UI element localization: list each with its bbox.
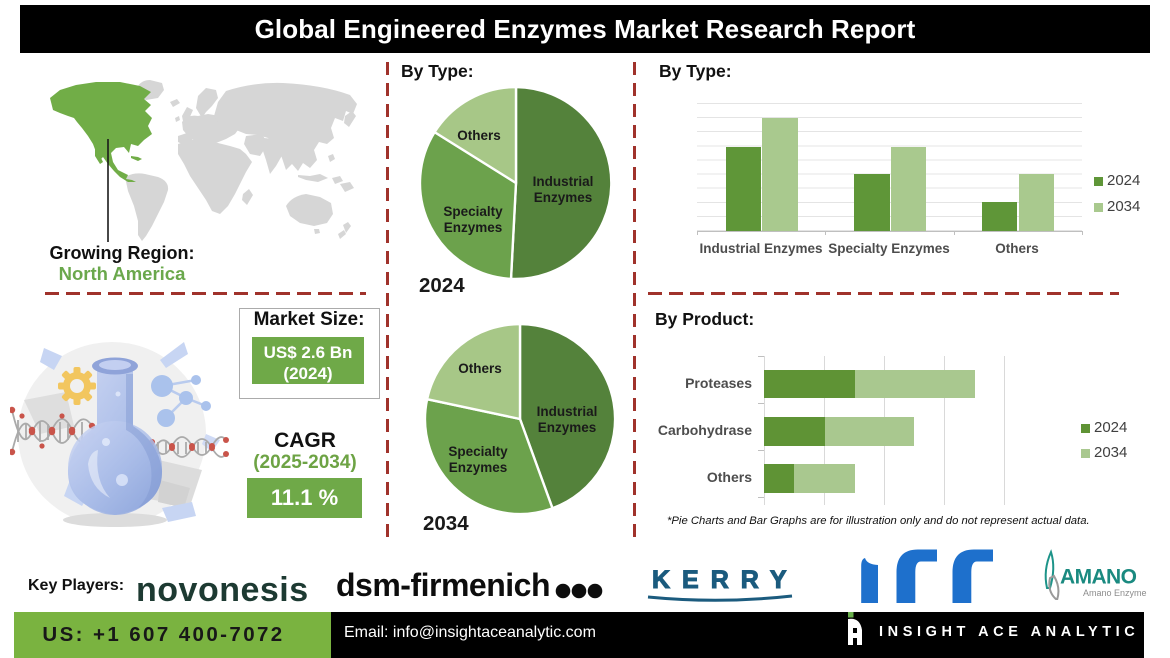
svg-text:AMANO: AMANO [1060, 566, 1137, 589]
svg-text:Amano Enzyme: Amano Enzyme [1083, 588, 1147, 598]
